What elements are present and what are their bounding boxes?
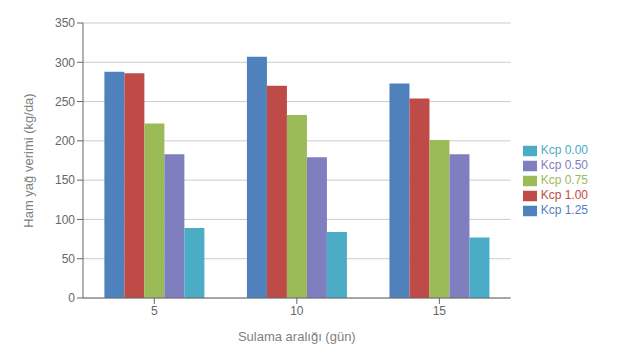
svg-text:15: 15 <box>433 304 447 318</box>
svg-text:250: 250 <box>55 95 75 109</box>
svg-text:50: 50 <box>62 252 76 266</box>
svg-text:200: 200 <box>55 134 75 148</box>
svg-text:350: 350 <box>55 16 75 30</box>
svg-text:300: 300 <box>55 56 75 70</box>
html-text:Kcp 0.75: Kcp 0.75 <box>540 173 588 188</box>
svg-text:Ham yağ verimi (kg/da): Ham yağ verimi (kg/da) <box>21 93 36 227</box>
svg-text:0: 0 <box>68 291 75 305</box>
html-text:Kcp 0.50: Kcp 0.50 <box>540 158 588 173</box>
svg-text:10: 10 <box>290 304 304 318</box>
html-text:Kcp 0.00: Kcp 0.00 <box>540 143 588 158</box>
svg-text:100: 100 <box>55 213 75 227</box>
svg-text:Sulama aralığı (gün): Sulama aralığı (gün) <box>238 329 356 344</box>
svg-text:150: 150 <box>55 173 75 187</box>
svg-text:5: 5 <box>151 304 158 318</box>
html-text:Kcp 1.00: Kcp 1.00 <box>540 187 588 202</box>
html-text:Kcp 1.25: Kcp 1.25 <box>540 202 588 217</box>
